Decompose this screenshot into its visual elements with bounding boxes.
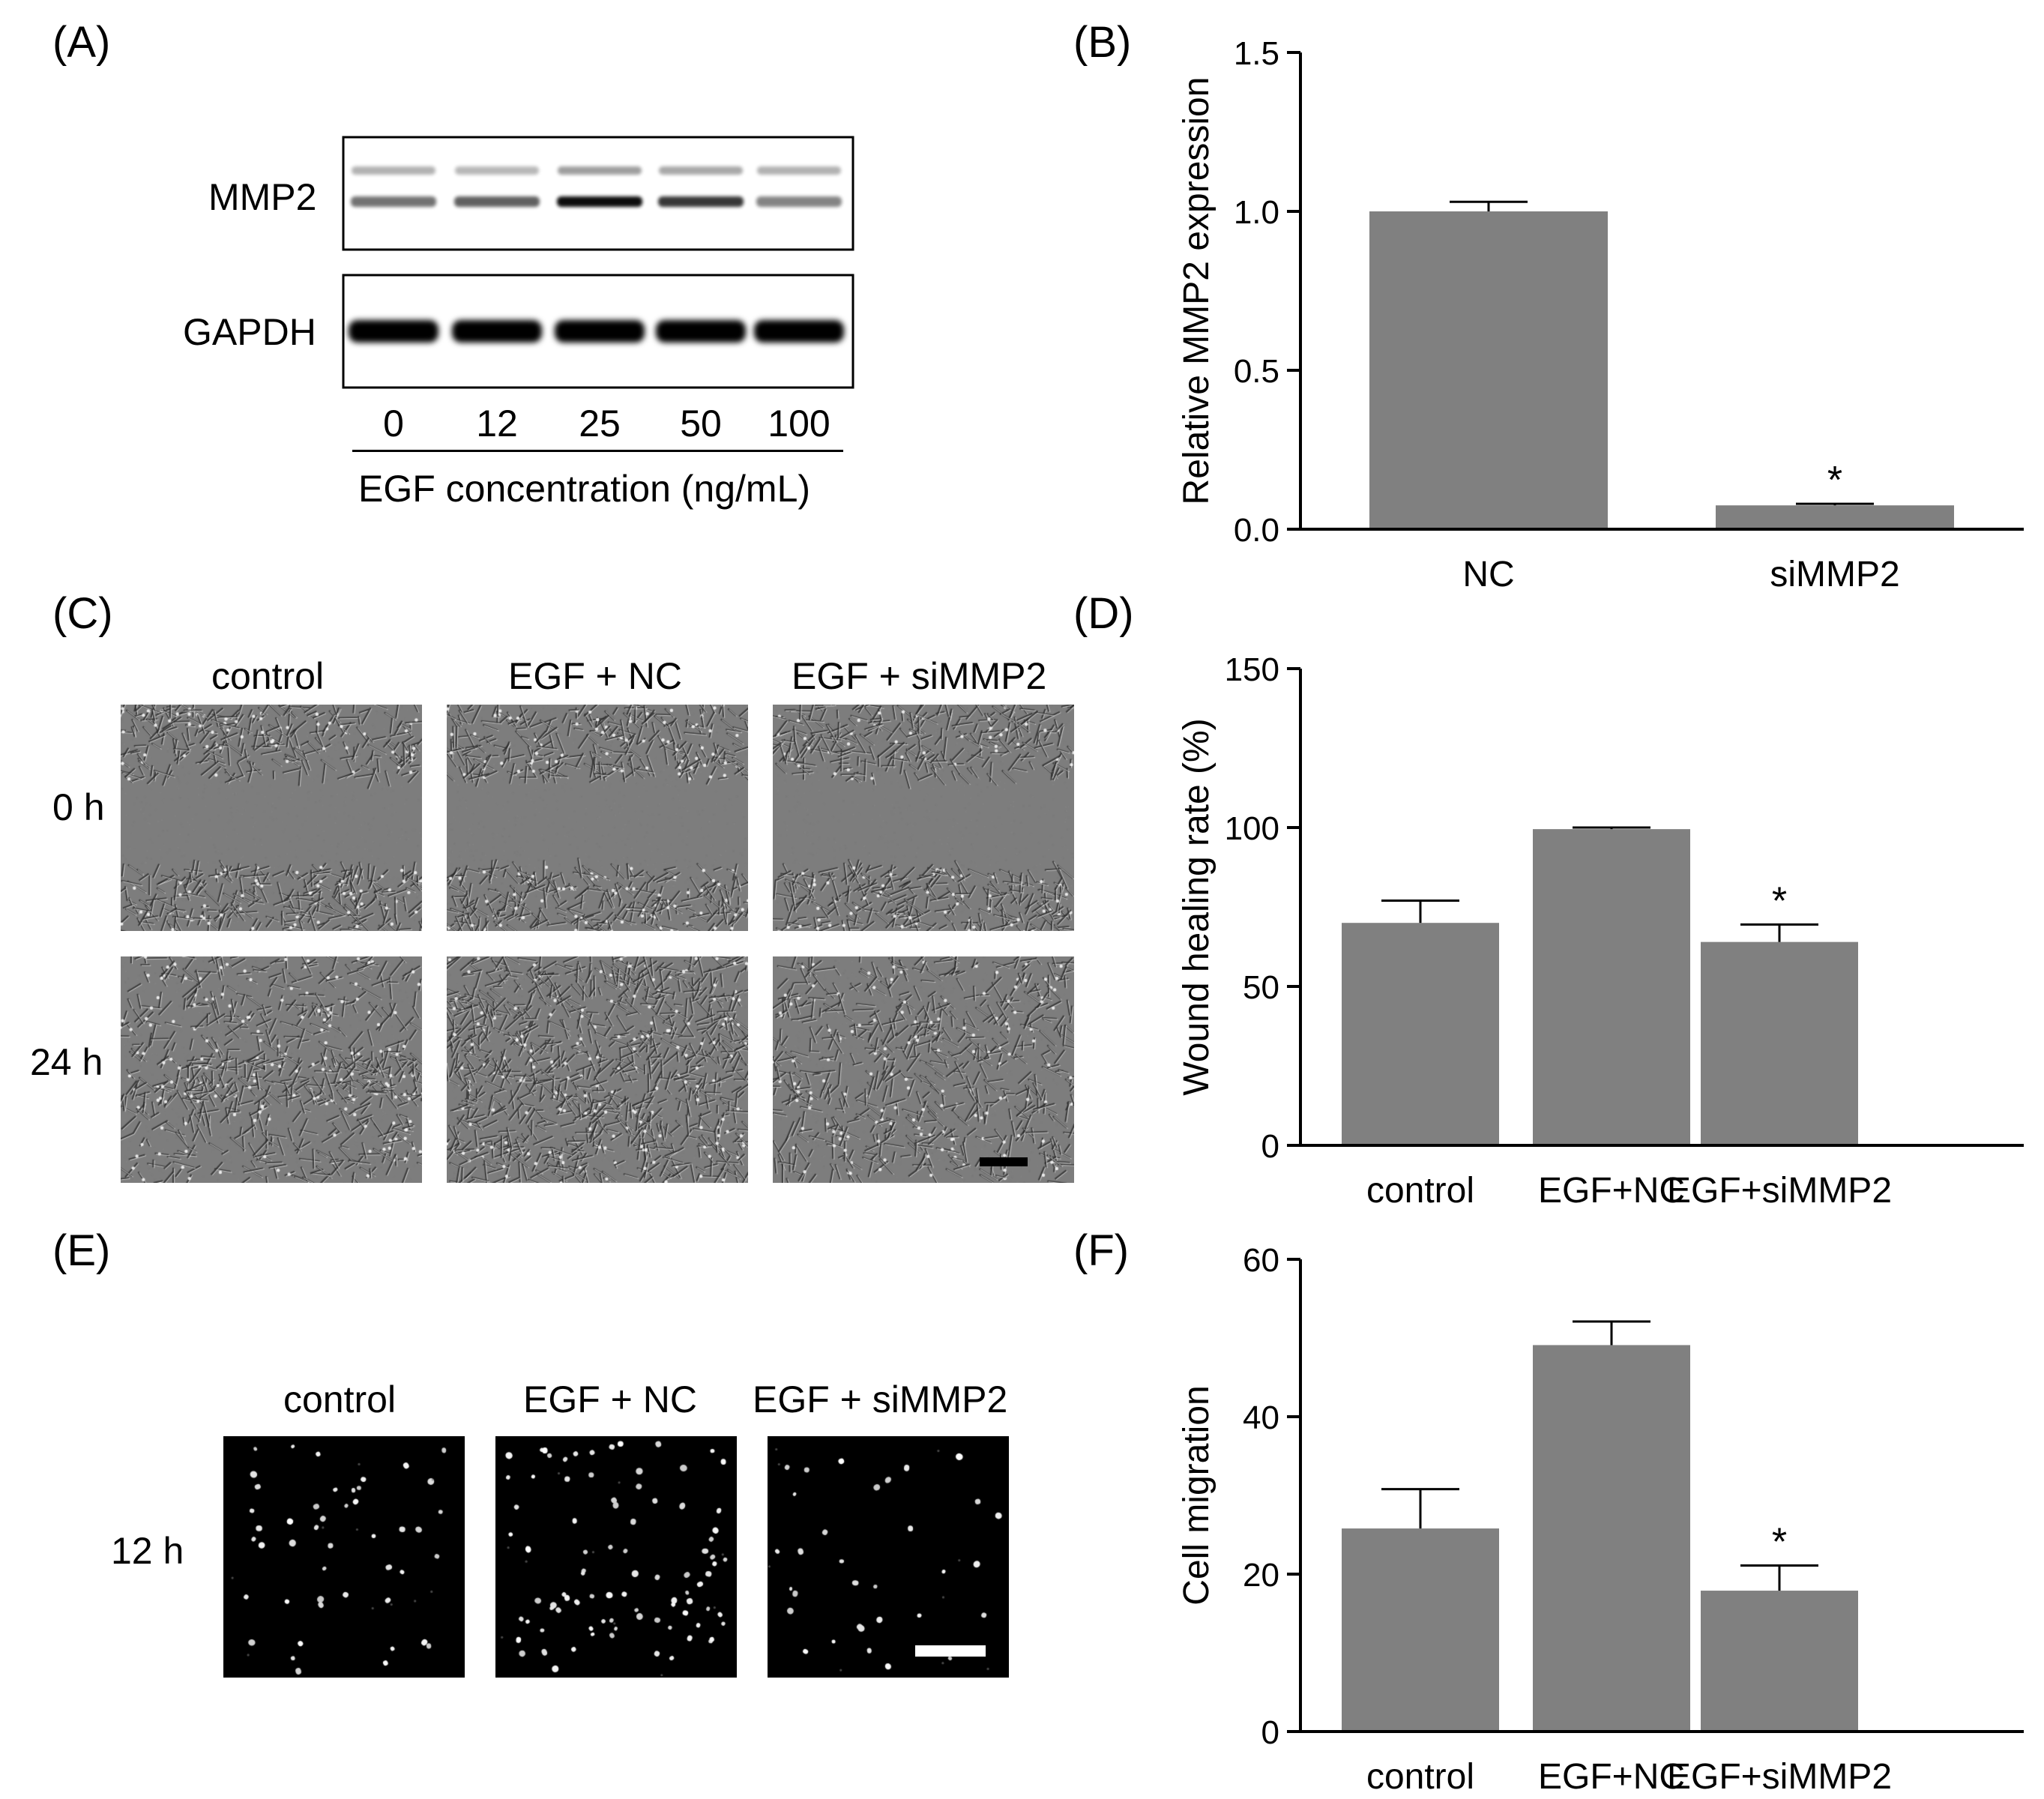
blot-band-mmp2-lower-4 (756, 196, 842, 207)
blot-band-mmp2-upper-4 (757, 166, 841, 175)
y-tick-label-3: 60 (1243, 1242, 1279, 1279)
y-axis-label: Relative MMP2 expression (1177, 77, 1217, 505)
bar-0 (1342, 923, 1499, 1145)
y-tick-label-2: 40 (1243, 1399, 1279, 1436)
transwell-col-label-egf-nc: EGF + NC (523, 1378, 697, 1420)
y-axis-label: Cell migration (1177, 1385, 1217, 1605)
panel-label-f: (F) (1073, 1226, 1130, 1275)
blot-row-label-gapdh: GAPDH (183, 311, 316, 353)
y-tick-label-0: 0.0 (1234, 512, 1279, 549)
wound-image-egf-simmp2-24h (773, 956, 1074, 1183)
bar-2 (1701, 1591, 1858, 1732)
bar-0 (1369, 211, 1608, 529)
blot-band-gapdh-1 (452, 320, 542, 343)
chart-f: control EGF+NC * EGF+siMMP2 0 20 40 60 Cell migr… (1177, 1242, 2024, 1795)
y-tick-label-1: 0.5 (1234, 353, 1279, 390)
significance-mark-2: * (1772, 1520, 1787, 1564)
blot-image (342, 136, 854, 389)
significance-mark-1: * (1827, 459, 1842, 502)
x-tick-label-0: NC (1462, 555, 1514, 594)
blot-band-mmp2-lower-0 (351, 196, 436, 207)
transwell-col-label-egf-simmp2: EGF + siMMP2 (753, 1378, 1008, 1420)
blot-lane-label-0: 0 (383, 403, 404, 445)
x-tick-label-1: EGF+NC (1538, 1757, 1685, 1795)
y-tick-label-1: 50 (1243, 969, 1279, 1006)
wound-col-label-control: control (211, 655, 325, 697)
wound-col-label-egf-simmp2: EGF + siMMP2 (792, 655, 1047, 697)
panel-label-b: (B) (1073, 18, 1132, 67)
blot-band-mmp2-upper-2 (558, 166, 642, 175)
transwell-image-egf-simmp2 (768, 1436, 1009, 1678)
significance-mark-2: * (1772, 879, 1787, 923)
wound-row-label-0h: 0 h (52, 786, 105, 828)
bar-2 (1701, 941, 1858, 1145)
wound-image-egf-nc-24h (447, 956, 748, 1183)
wound-image-control-0h (121, 705, 422, 931)
bar-1 (1533, 1345, 1690, 1732)
y-tick-label-2: 100 (1225, 810, 1279, 847)
x-tick-label-0: control (1366, 1171, 1474, 1211)
blot-band-mmp2-upper-1 (455, 166, 539, 175)
blot-band-mmp2-upper-0 (352, 166, 435, 175)
transwell-image-egf-nc (495, 1436, 737, 1678)
blot-band-gapdh-3 (656, 320, 746, 343)
panel-label-c: (C) (52, 589, 113, 638)
blot-band-gapdh-4 (754, 320, 844, 343)
blot-lane-label-2: 25 (579, 403, 621, 445)
blot-band-gapdh-0 (349, 320, 438, 343)
y-tick-label-3: 1.5 (1234, 35, 1279, 72)
scale-bar-transwell (915, 1645, 986, 1657)
blot-row-label-mmp2: MMP2 (208, 176, 317, 218)
wound-image-control-24h (121, 956, 422, 1183)
blot-band-mmp2-lower-3 (658, 196, 744, 207)
blot-lane-label-4: 100 (768, 403, 830, 445)
y-tick-label-1: 20 (1243, 1557, 1279, 1594)
x-tick-label-2: EGF+siMMP2 (1667, 1171, 1892, 1211)
wound-row-label-24h: 24 h (30, 1041, 103, 1083)
transwell-row-label-12h: 12 h (111, 1530, 184, 1572)
wound-image-egf-nc-0h (447, 705, 748, 931)
y-axis-label: Wound healing rate (%) (1177, 718, 1217, 1095)
bar-0 (1342, 1528, 1499, 1732)
blot-frame-mmp2 (342, 136, 854, 251)
x-tick-label-2: EGF+siMMP2 (1667, 1757, 1892, 1795)
blot-band-mmp2-upper-3 (659, 166, 743, 175)
blot-band-gapdh-2 (555, 320, 645, 343)
transwell-col-label-control: control (283, 1378, 397, 1420)
blot-axis-line (352, 450, 843, 452)
blot-band-mmp2-lower-1 (454, 196, 540, 207)
blot-band-mmp2-lower-2 (557, 196, 642, 207)
wound-image-egf-simmp2-0h (773, 705, 1074, 931)
bar-1 (1716, 505, 1954, 529)
x-tick-label-0: control (1366, 1757, 1474, 1795)
panel-label-a: (A) (52, 18, 111, 67)
y-tick-label-0: 0 (1261, 1714, 1279, 1751)
wound-col-label-egf-nc: EGF + NC (508, 655, 682, 697)
panel-label-d: (D) (1073, 589, 1134, 638)
x-tick-label-1: siMMP2 (1770, 555, 1899, 594)
scale-bar-wound (980, 1157, 1028, 1166)
bar-1 (1533, 829, 1690, 1145)
y-tick-label-0: 0 (1261, 1128, 1279, 1165)
transwell-image-control (223, 1436, 465, 1678)
chart-b: NC * siMMP2 0.0 0.5 1.0 1.5 Relative MMP2 expre… (1177, 35, 2024, 594)
blot-lane-label-1: 12 (476, 403, 518, 445)
blot-axis-label: EGF concentration (ng/mL) (358, 468, 811, 510)
blot-lane-label-3: 50 (680, 403, 722, 445)
x-tick-label-1: EGF+NC (1538, 1171, 1685, 1211)
y-tick-label-3: 150 (1225, 651, 1279, 688)
panel-label-e: (E) (52, 1226, 111, 1275)
y-tick-label-2: 1.0 (1234, 194, 1279, 231)
